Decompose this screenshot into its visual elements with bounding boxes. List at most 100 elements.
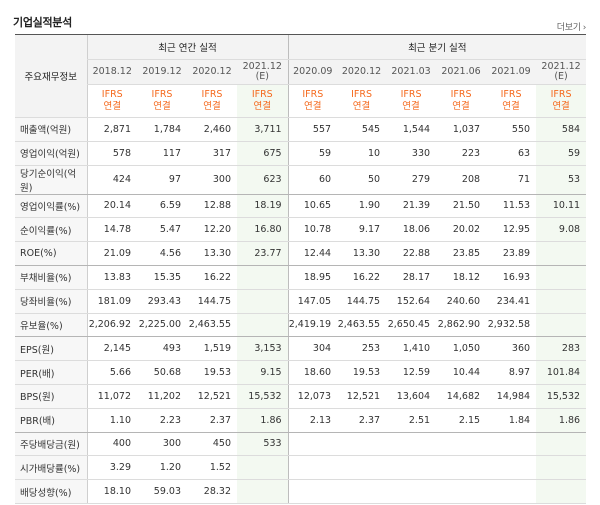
table-cell: 330 <box>386 141 437 166</box>
ifrs-consolidated-label: IFRS 연결 <box>86 84 137 118</box>
table-cell: 5.66 <box>86 360 137 385</box>
period-header: 2021.12 (E) <box>237 59 289 85</box>
table-cell: 22.88 <box>386 241 437 266</box>
more-link[interactable]: 더보기 › <box>556 20 587 33</box>
table-cell: 360 <box>486 336 537 362</box>
table-cell: 2,225.00 <box>137 313 187 338</box>
table-cell: 3.29 <box>86 455 137 481</box>
table-cell: 12.59 <box>386 360 437 385</box>
table-cell: 240.60 <box>436 289 487 314</box>
table-cell: 53 <box>536 165 587 195</box>
table-cell: 20.02 <box>436 217 487 243</box>
table-cell <box>436 479 487 504</box>
ifrs-consolidated-label: IFRS 연결 <box>386 84 437 118</box>
table-cell <box>237 313 289 338</box>
table-cell: 28.17 <box>386 265 437 290</box>
table-cell: 283 <box>536 336 587 362</box>
period-header: 2020.12 <box>337 59 387 85</box>
table-cell: 2,932.58 <box>486 313 537 338</box>
table-cell <box>436 455 487 481</box>
table-cell: 11,202 <box>137 384 187 409</box>
table-cell: 10.44 <box>436 360 487 385</box>
table-cell: 12,521 <box>187 384 237 409</box>
table-cell <box>287 432 338 457</box>
table-row: 배당성향(%) 18.10 59.03 28.32 <box>15 479 587 504</box>
table-row: 당기순이익(억원) 424 97 300 623 60 50 279 208 71 53 <box>15 165 587 195</box>
ifrs-consolidated-label: IFRS 연결 <box>187 84 237 118</box>
table-row: 당좌비율(%) 181.09 293.43 144.75 147.05 144.75 152… <box>15 289 587 314</box>
ifrs-consolidated-label: IFRS 연결 <box>436 84 487 118</box>
table-cell: 18.95 <box>287 265 338 290</box>
table-cell: 9.17 <box>337 217 387 243</box>
period-header: 2019.12 <box>137 59 187 85</box>
table-cell: 2,463.55 <box>187 313 237 338</box>
table-cell: 15.35 <box>137 265 187 290</box>
table-cell: 12,073 <box>287 384 338 409</box>
table-cell <box>486 479 537 504</box>
table-cell: 293.43 <box>137 289 187 314</box>
table-cell: 144.75 <box>187 289 237 314</box>
row-header-label: 주요재무정보 <box>15 35 87 118</box>
ifrs-consolidated-label: IFRS 연결 <box>137 84 187 118</box>
table-cell: 2,460 <box>187 117 237 142</box>
table-cell: 50 <box>337 165 387 195</box>
table-cell: 18.10 <box>86 479 137 504</box>
table-cell: 144.75 <box>337 289 387 314</box>
table-row: 순이익률(%) 14.78 5.47 12.20 16.80 10.78 9.17 18.06… <box>15 217 587 243</box>
table-cell: 1.86 <box>536 408 587 433</box>
row-label: 당기순이익(억원) <box>15 165 87 195</box>
table-row: BPS(원) 11,072 11,202 12,521 15,532 12,073 12,5… <box>15 384 587 409</box>
row-label: 순이익률(%) <box>15 217 87 243</box>
table-cell: 9.08 <box>536 217 587 243</box>
table-cell: 424 <box>86 165 137 195</box>
period-header: 2021.06 <box>436 59 487 85</box>
table-cell: 10 <box>337 141 387 166</box>
row-label: 영업이익(억원) <box>15 141 87 166</box>
table-cell: 10.65 <box>287 194 338 219</box>
table-cell: 1,037 <box>436 117 487 142</box>
table-cell: 2,650.45 <box>386 313 437 338</box>
table-cell <box>237 479 289 504</box>
table-cell: 59 <box>287 141 338 166</box>
period-header: 2020.09 <box>287 59 338 85</box>
period-header: 2020.12 <box>187 59 237 85</box>
table-cell: 97 <box>137 165 187 195</box>
table-cell: 13.83 <box>86 265 137 290</box>
table-cell: 21.09 <box>86 241 137 266</box>
table-cell: 1,410 <box>386 336 437 362</box>
table-cell: 12.20 <box>187 217 237 243</box>
table-cell: 15,532 <box>237 384 289 409</box>
row-label: BPS(원) <box>15 384 87 409</box>
table-cell: 14,984 <box>486 384 537 409</box>
row-label: PBR(배) <box>15 408 87 433</box>
table-cell: 2.15 <box>436 408 487 433</box>
table-cell: 18.19 <box>237 194 289 219</box>
row-label: 당좌비율(%) <box>15 289 87 314</box>
table-cell: 304 <box>287 336 338 362</box>
table-row: PBR(배) 1.10 2.23 2.37 1.86 2.13 2.37 2.51 2.15 1.… <box>15 408 587 433</box>
table-cell <box>536 289 587 314</box>
table-cell: 19.53 <box>187 360 237 385</box>
table-cell: 557 <box>287 117 338 142</box>
table-cell <box>536 479 587 504</box>
table-cell: 2,419.19 <box>287 313 338 338</box>
more-label: 더보기 <box>556 23 581 33</box>
table-cell: 50.68 <box>137 360 187 385</box>
table-cell: 533 <box>237 432 289 457</box>
table-cell: 14,682 <box>436 384 487 409</box>
chevron-right-icon: › <box>582 23 587 33</box>
table-cell: 20.14 <box>86 194 137 219</box>
table-cell <box>337 432 387 457</box>
table-cell: 2.37 <box>337 408 387 433</box>
table-cell <box>536 241 587 266</box>
row-label: 주당배당금(원) <box>15 432 87 457</box>
table-cell: 16.22 <box>187 265 237 290</box>
table-cell: 1.86 <box>237 408 289 433</box>
table-cell <box>536 455 587 481</box>
table-cell: 2.51 <box>386 408 437 433</box>
table-cell <box>486 455 537 481</box>
table-cell <box>386 432 437 457</box>
table-cell: 1,784 <box>137 117 187 142</box>
table-cell: 16.22 <box>337 265 387 290</box>
table-cell: 3,153 <box>237 336 289 362</box>
